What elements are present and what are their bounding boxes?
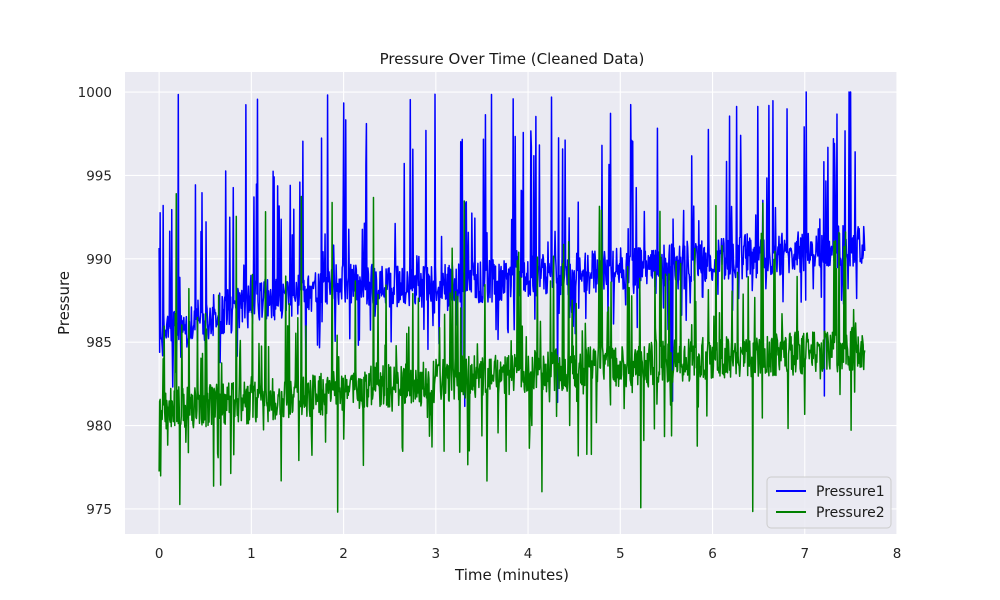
x-tick-label: 0 [155, 546, 164, 562]
x-tick-label: 3 [432, 546, 441, 562]
y-tick-label: 990 [86, 252, 112, 268]
legend: Pressure1 Pressure2 [766, 476, 892, 529]
tick-labels: 0 1 2 3 4 5 6 7 8 975 980 985 990 995 1000 [78, 85, 902, 562]
x-axis-label: Time (minutes) [454, 566, 569, 584]
x-tick-label: 1 [247, 546, 256, 562]
y-tick-label: 975 [86, 502, 112, 518]
chart-title: Pressure Over Time (Cleaned Data) [380, 50, 645, 68]
series-line-pressure2 [158, 192, 866, 513]
y-axis-label: Pressure [55, 271, 73, 335]
x-tick-label: 6 [708, 546, 717, 562]
x-tick-label: 8 [893, 546, 902, 562]
y-tick-label: 1000 [78, 85, 112, 101]
series-line-pressure1 [158, 91, 866, 408]
x-tick-label: 7 [800, 546, 809, 562]
legend-label-pressure2: Pressure2 [816, 505, 885, 521]
y-tick-label: 985 [86, 335, 112, 351]
x-tick-label: 5 [616, 546, 625, 562]
y-tick-label: 980 [86, 419, 112, 435]
x-tick-label: 2 [339, 546, 348, 562]
series-lines [158, 91, 866, 513]
legend-box [766, 476, 892, 529]
legend-label-pressure1: Pressure1 [816, 484, 885, 500]
y-tick-label: 995 [86, 168, 112, 184]
x-tick-label: 4 [524, 546, 533, 562]
